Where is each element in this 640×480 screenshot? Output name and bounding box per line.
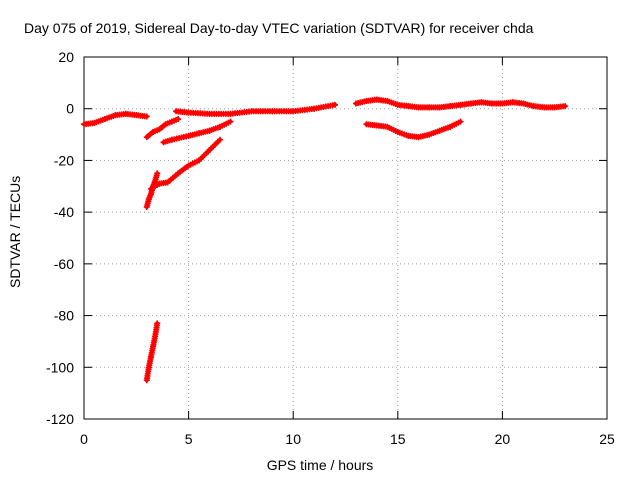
data-point (227, 118, 234, 125)
y-axis-label: SDTVAR / TECUs (7, 175, 23, 288)
series-seg9 (143, 320, 161, 384)
x-tick-label: 25 (599, 431, 615, 447)
data-point (457, 118, 464, 125)
series-seg6 (160, 118, 234, 146)
data-point (332, 101, 339, 108)
series-seg8 (147, 136, 223, 192)
x-tick-label: 15 (390, 431, 406, 447)
x-tick-label: 5 (185, 431, 193, 447)
chart-title: Day 075 of 2019, Sidereal Day-to-day VTE… (24, 20, 534, 36)
plot-border (83, 56, 608, 420)
x-tick-labels: 0 5 10 15 20 25 (80, 431, 615, 447)
series-seg4 (363, 118, 464, 141)
y-tick-label: 20 (58, 49, 74, 65)
data-point (143, 113, 150, 120)
y-tick-label: -80 (54, 308, 74, 324)
x-tick-label: 10 (285, 431, 301, 447)
plot-frame (83, 56, 608, 420)
series-seg1 (81, 110, 150, 128)
y-tick-label: 0 (66, 101, 74, 117)
y-tick-label: -20 (54, 152, 74, 168)
y-tick-label: -40 (54, 204, 74, 220)
data-series (81, 96, 569, 384)
series-seg2 (173, 101, 339, 117)
y-tick-label: -60 (54, 256, 74, 272)
data-point (154, 320, 161, 327)
series-seg3 (352, 96, 569, 111)
series-seg5 (143, 116, 182, 141)
x-tick-label: 0 (80, 431, 88, 447)
data-point (154, 170, 161, 177)
data-point (216, 136, 223, 143)
y-tick-labels: 20 0 -20 -40 -60 -80 -100 -120 (46, 49, 74, 427)
y-tick-label: -120 (46, 411, 74, 427)
data-point (175, 116, 182, 123)
x-tick-label: 20 (495, 431, 511, 447)
y-tick-label: -100 (46, 359, 74, 375)
x-axis-label: GPS time / hours (266, 457, 374, 473)
data-point (562, 103, 569, 110)
grid (84, 57, 607, 419)
